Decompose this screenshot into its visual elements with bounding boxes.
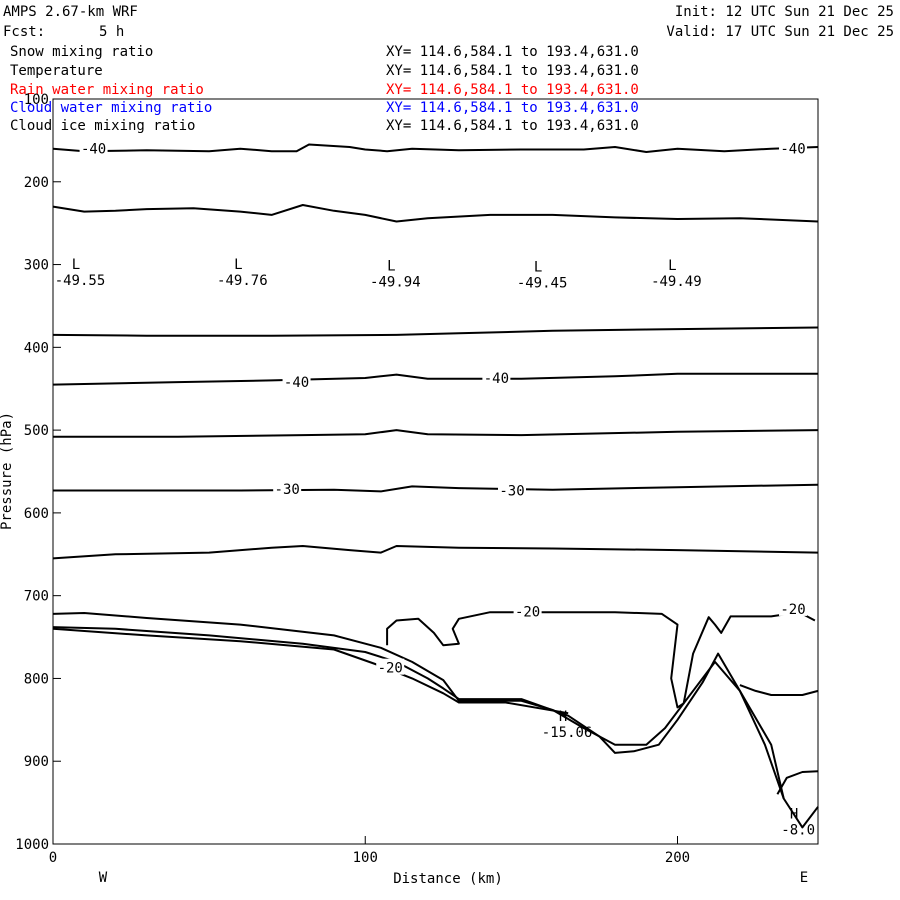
temperature-contour-12	[739, 684, 819, 696]
contour-label: -40	[780, 142, 805, 158]
extremum-value: -49.45	[517, 275, 568, 291]
field-coords-cloud-ice: XY= 114.6,584.1 to 193.4,631.0	[386, 118, 639, 134]
field-coords-snow: XY= 114.6,584.1 to 193.4,631.0	[386, 44, 639, 60]
contour-label-bg	[376, 658, 405, 675]
contour-label-bg	[513, 602, 542, 619]
y-axis-label: Pressure (hPa)	[0, 412, 15, 530]
contour-label: -20	[780, 602, 805, 618]
field-name-snow: Snow mixing ratio	[10, 44, 153, 60]
extremum-value: -8.0	[781, 823, 815, 839]
contour-label-bg	[273, 479, 302, 496]
contour-label: -20	[515, 604, 540, 620]
valid-time: Valid: 17 UTC Sun 21 Dec 25	[666, 24, 894, 40]
east-label: E	[800, 870, 808, 886]
temperature-contour-9	[52, 626, 785, 799]
low-marker: L	[534, 259, 542, 275]
contour-label-bg	[779, 599, 808, 616]
field-list: Snow mixing ratio XY= 114.6,584.1 to 193…	[10, 44, 639, 134]
x-axis-label: Distance (km)	[393, 871, 503, 887]
contour-label: -20	[378, 661, 403, 677]
extremum-value: -49.76	[217, 273, 268, 289]
contour-label: -30	[275, 482, 300, 498]
high-marker: H	[559, 709, 567, 725]
contour-label: -40	[284, 375, 309, 391]
extremum-value: -49.55	[55, 273, 106, 289]
x-tick-label: 200	[665, 850, 690, 866]
y-tick-label: 400	[24, 340, 49, 356]
contour-label-bg	[79, 139, 108, 156]
field-name-cloud-ice: Cloud ice mixing ratio	[10, 118, 195, 134]
fcst-value: 5 h	[99, 24, 124, 40]
y-tick-label: 600	[24, 506, 49, 522]
contour-label: -40	[81, 142, 106, 158]
temperature-contour-5	[53, 429, 819, 438]
temperature-contour-6	[53, 483, 819, 493]
field-coords-cloud-water: XY= 114.6,584.1 to 193.4,631.0	[386, 100, 639, 116]
contour-label: -40	[484, 371, 509, 387]
field-name-rain: Rain water mixing ratio	[10, 82, 204, 98]
temperature-contour-1	[52, 143, 819, 153]
fcst-label: Fcst:	[3, 24, 45, 40]
extrema-markers: L-49.55L-49.76L-49.94L-49.45L-49.49H-15.…	[55, 257, 815, 839]
west-label: W	[99, 870, 108, 886]
model-title: AMPS 2.67-km WRF	[3, 4, 138, 20]
contour-label-bg	[482, 368, 511, 385]
contour-label-bg	[282, 373, 311, 390]
extremum-value: -15.06	[542, 725, 593, 741]
field-name-temperature: Temperature	[10, 63, 103, 79]
y-tick-label: 900	[24, 754, 49, 770]
x-tick-label: 0	[49, 850, 57, 866]
contour-labels: -40 -40 -40 -40 -30 -30 -20 -20 -20	[79, 139, 808, 677]
low-marker: L	[234, 257, 242, 273]
low-marker: L	[72, 257, 80, 273]
extremum-value: -49.94	[370, 275, 421, 291]
contour-label-bg	[498, 481, 526, 498]
temperature-contour-2	[52, 204, 819, 223]
y-tick-label: 300	[24, 258, 49, 274]
temperature-contour-13	[776, 770, 819, 795]
plot-frame	[52, 98, 819, 845]
field-name-cloud-water: Cloud water mixing ratio	[10, 100, 212, 116]
field-coords-temperature: XY= 114.6,584.1 to 193.4,631.0	[386, 63, 639, 79]
y-tick-label: 800	[24, 671, 49, 687]
init-time: Init: 12 UTC Sun 21 Dec 25	[675, 4, 894, 20]
contour-label-bg	[779, 139, 808, 156]
low-marker: L	[668, 258, 676, 274]
y-tick-label: 200	[24, 175, 49, 191]
field-coords-rain: XY= 114.6,584.1 to 193.4,631.0	[386, 82, 639, 98]
temperature-contour-7	[52, 545, 819, 560]
temperature-contour-4	[52, 372, 818, 386]
temperature-contours	[52, 143, 819, 829]
temperature-contour-3	[52, 326, 819, 337]
contour-label: -30	[499, 484, 524, 500]
high-marker: H	[790, 807, 798, 823]
temperature-contour-11	[386, 611, 816, 709]
y-tick-label: 700	[24, 589, 49, 605]
x-tick-label: 100	[353, 850, 378, 866]
low-marker: L	[387, 259, 395, 275]
y-tick-label: 1000	[15, 837, 49, 853]
y-tick-label: 500	[24, 423, 49, 439]
y-tick-label: 100	[24, 92, 49, 108]
temperature-contour-8	[52, 612, 819, 829]
extremum-value: -49.49	[651, 274, 702, 290]
